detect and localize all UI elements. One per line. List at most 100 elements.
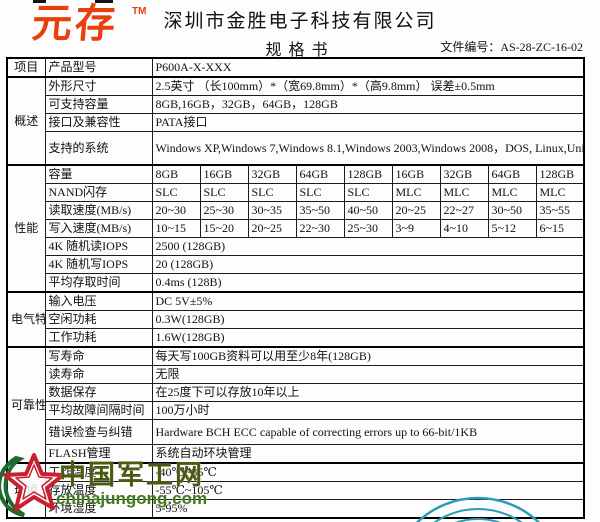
table-row: 接口及兼容性 PATA接口: [7, 113, 585, 132]
doc-title: 规格书: [265, 42, 335, 59]
table-row: 可靠性与稳定性 写寿命 每天写100GB资料可以用至少8年(128GB): [6, 346, 585, 464]
spec-value-iops-write: 20 (128GB): [151, 255, 585, 274]
matrix-cell: 64GB: [295, 164, 345, 184]
matrix-cell: MLC: [535, 183, 585, 202]
matrix-cell: 10~15: [151, 219, 201, 238]
table-row: 工作功耗 1.6W(128GB): [7, 328, 585, 348]
spec-label-dimensions: 外形尺寸: [44, 76, 153, 96]
spec-label-mtbf: 平均故障间隔时间: [44, 401, 153, 420]
matrix-cell: 8GB: [151, 164, 201, 184]
spec-value-access-time: 0.4ms (128B): [151, 273, 585, 293]
matrix-cell: 128GB: [535, 164, 585, 184]
table-row: 环境湿度 5-95%: [7, 499, 585, 519]
spec-label-ecc: 错误检查与纠错: [44, 419, 153, 445]
spec-value-humidity: 5-95%: [151, 499, 585, 519]
matrix-label-read-speed: 读取速度(MB/s): [44, 201, 153, 220]
matrix-cell: SLC: [151, 183, 201, 202]
table-row: 4K 随机读IOPS 2500 (128GB): [7, 237, 585, 256]
spec-value-dimensions: 2.5英寸 （长100mm）*（宽69.8mm）*（高9.8mm） 误差±0.5…: [151, 76, 585, 96]
spec-value-write-life: 每天写100GB资料可以用至少8年(128GB): [151, 346, 585, 366]
matrix-cell: 40~50: [343, 201, 393, 220]
matrix-cell: 20~25: [247, 219, 297, 238]
trademark-symbol: TM: [132, 6, 147, 17]
spec-value-op-temp: -40℃~85℃: [151, 462, 585, 482]
spec-value-interface: PATA接口: [151, 113, 585, 132]
table-row: 4K 随机写IOPS 20 (128GB): [7, 255, 585, 274]
matrix-cell: 20~25: [391, 201, 441, 220]
table-row: 错误检查与纠错 Hardware BCH ECC capable of corr…: [7, 419, 585, 445]
star-crescent-icon: [0, 453, 65, 517]
corner-header: 项目: [6, 57, 46, 78]
spec-value-active-power: 1.6W(128GB): [151, 328, 585, 348]
matrix-cell: MLC: [391, 183, 441, 202]
table-row: FLASH管理 系统自动环块管理: [7, 444, 585, 464]
matrix-cell: 22~30: [295, 219, 345, 238]
table-row: 读寿命 无限: [7, 365, 585, 384]
top-crop-mark: [95, 0, 113, 3]
table-row: 存放温度 -55℃~105℃: [7, 481, 585, 500]
table-row: 性能 容量 8GB 16GB 32GB 64GB 128GB 16GB 32GB…: [6, 164, 585, 293]
spec-value-mtbf: 100万小时: [151, 401, 585, 420]
section-electrical: 电气特性: [6, 291, 46, 348]
spec-value-ecc: Hardware BCH ECC capable of correcting e…: [151, 419, 585, 445]
header-center: 深圳市金胜电子科技有限公司 规格书: [150, 6, 450, 60]
spec-label-active-power: 工作功耗: [44, 328, 153, 348]
table-row: 读取速度(MB/s) 20~30 25~30 30~35 35~50 40~50…: [7, 201, 585, 220]
matrix-cell: 20~30: [151, 201, 201, 220]
matrix-cell: 3~9: [391, 219, 441, 238]
spec-value-idle-power: 0.3W(128GB): [151, 310, 585, 329]
matrix-cell: 5~12: [487, 219, 537, 238]
section-performance: 性能: [6, 164, 46, 293]
table-row: 电气特性 输入电压 DC 5V±5%: [6, 291, 585, 348]
matrix-cell: 16GB: [199, 164, 249, 184]
spec-label-storage-temp: 存放温度: [44, 481, 153, 500]
spec-value-voltage: DC 5V±5%: [151, 291, 585, 311]
spec-value-flash-mgmt: 系统自动环块管理: [151, 444, 585, 464]
matrix-cell: MLC: [487, 183, 537, 202]
table-row: NAND闪存 SLC SLC SLC SLC SLC MLC MLC MLC M…: [7, 183, 585, 202]
matrix-cell: 30~50: [487, 201, 537, 220]
table-row: 空闲功耗 0.3W(128GB): [7, 310, 585, 329]
table-row: 写入速度(MB/s) 10~15 15~20 20~25 22~30 25~30…: [7, 219, 585, 238]
spec-label-read-life: 读寿命: [44, 365, 153, 384]
top-crop-mark: [33, 0, 46, 3]
section-overview: 概述: [6, 76, 46, 166]
table-row: 支持的系统 Windows XP,Windows 7,Windows 8.1,W…: [7, 131, 585, 166]
matrix-cell: 32GB: [247, 164, 297, 184]
company-name: 深圳市金胜电子科技有限公司: [163, 11, 437, 32]
spec-value-retention: 在25度下可以存放10年以上: [151, 383, 585, 402]
matrix-cell: 35~50: [295, 201, 345, 220]
matrix-cell: 64GB: [487, 164, 537, 184]
matrix-cell: 6~15: [535, 219, 585, 238]
spec-value-storage-temp: -55℃~105℃: [151, 481, 585, 500]
spec-label-retention: 数据保存: [44, 383, 153, 402]
spec-label-humidity: 环境湿度: [44, 499, 153, 519]
spec-label-iops-read: 4K 随机读IOPS: [44, 237, 153, 256]
spec-value-model: P600A-X-XXX: [151, 57, 585, 78]
spec-label-write-life: 写寿命: [44, 346, 153, 366]
table-row: 平均故障间隔时间 100万小时: [7, 401, 585, 420]
brand-logo: 元存: [30, 2, 120, 46]
spec-label-interface: 接口及兼容性: [44, 113, 153, 132]
matrix-cell: SLC: [199, 183, 249, 202]
matrix-cell: 25~30: [199, 201, 249, 220]
matrix-label-write-speed: 写入速度(MB/s): [44, 219, 153, 238]
spec-label-os: 支持的系统: [44, 131, 153, 166]
table-row: 项目 产品型号 P600A-X-XXX: [6, 57, 585, 78]
table-row: 可支持容量 8GB,16GB，32GB，64GB，128GB: [7, 95, 585, 114]
matrix-cell: 30~35: [247, 201, 297, 220]
spec-value-os: Windows XP,Windows 7,Windows 8.1,Windows…: [151, 131, 585, 166]
table-row: 数据保存 在25度下可以存放10年以上: [7, 383, 585, 402]
matrix-cell: 25~30: [343, 219, 393, 238]
matrix-cell: 15~20: [199, 219, 249, 238]
table-row: 概述 外形尺寸 2.5英寸 （长100mm）*（宽69.8mm）*（高9.8mm…: [6, 76, 585, 166]
matrix-cell: SLC: [343, 183, 393, 202]
matrix-cell: 35~55: [535, 201, 585, 220]
doc-number: 文件编号：AS-28-ZC-16-02: [440, 40, 583, 54]
watermark-site-name: 中国军工网: [59, 460, 204, 490]
matrix-cell: SLC: [295, 183, 345, 202]
spec-label-voltage: 输入电压: [44, 291, 153, 311]
section-reliability: 可靠性与稳定性: [6, 346, 46, 464]
matrix-cell: 32GB: [439, 164, 489, 184]
matrix-cell: 128GB: [343, 164, 393, 184]
